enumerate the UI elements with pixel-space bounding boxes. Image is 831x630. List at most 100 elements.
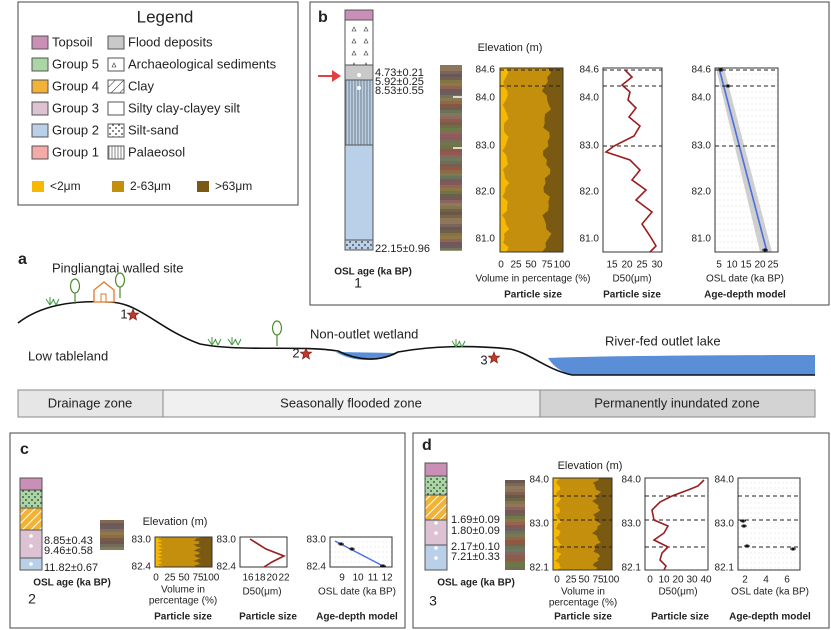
photo-texture: [505, 561, 525, 564]
x-tick-label: 10: [726, 260, 738, 271]
legend-item: Clay: [128, 78, 155, 93]
photo-texture: [505, 537, 525, 540]
photo-texture: [440, 206, 462, 209]
site-number: 3: [480, 352, 487, 367]
legend-swatch: [112, 181, 124, 192]
x-tick-label: 12: [381, 573, 393, 584]
zone-label: Drainage zone: [48, 395, 133, 410]
d50-curve: [249, 538, 286, 568]
age-point: [339, 542, 343, 546]
plot-title: Particle size: [154, 612, 212, 623]
photo-texture: [440, 212, 462, 215]
sample-dot: [434, 521, 438, 525]
panel-box: [9, 432, 406, 629]
photo-texture: [440, 233, 462, 236]
axis-label: percentage (%): [549, 598, 617, 609]
photo-texture: [440, 167, 462, 170]
photo-texture: [440, 164, 462, 167]
plot-title: Particle size: [239, 612, 297, 623]
age-point: [719, 68, 723, 72]
photo-texture: [505, 549, 525, 552]
landform: Non-outlet wetland: [310, 326, 418, 341]
photo-texture: [505, 480, 525, 483]
x-tick-label: 0: [498, 260, 504, 271]
photo-texture: [440, 170, 462, 173]
photo-texture: [505, 525, 525, 528]
age-point: [350, 547, 354, 551]
y-tick-label: 84.6: [476, 65, 496, 76]
photo-texture: [440, 101, 462, 104]
grass: [207, 337, 222, 346]
y-tick-label: 84.0: [580, 93, 600, 104]
photo-texture: [440, 209, 462, 212]
x-tick-label: 75: [192, 573, 204, 584]
legend-item: Group 1: [52, 144, 99, 159]
photo-texture: [440, 215, 462, 218]
plot-frame: [737, 477, 801, 571]
age-depth-line: [334, 540, 386, 568]
x-tick-label: 75: [592, 575, 604, 586]
y-tick-label: 84.0: [715, 475, 735, 486]
axis-label: D50(μm): [658, 587, 697, 598]
photo-texture: [505, 486, 525, 489]
sample-dot: [357, 73, 361, 77]
age-point: [763, 248, 767, 252]
osl-age: 11.82±0.67: [44, 562, 98, 574]
grain-medium: [500, 68, 552, 252]
tree-crown: [271, 320, 283, 336]
y-tick-label: 82.0: [580, 187, 600, 198]
y-tick-label: 83.0: [476, 141, 496, 152]
photo-texture: [440, 68, 462, 71]
x-tick-label: 16: [242, 573, 254, 584]
x-tick-label: 25: [636, 260, 648, 271]
photo-texture: [440, 236, 462, 239]
y-tick-label: 82.0: [476, 187, 496, 198]
legend-item: Group 4: [52, 78, 99, 93]
osl-age: 1.80±0.09: [451, 525, 500, 537]
photo-texture: [440, 230, 462, 233]
legend-swatch: [32, 181, 44, 192]
photo-texture: [440, 110, 462, 113]
photo-texture: [440, 143, 462, 146]
d50-curve: [604, 69, 658, 253]
legend-swatch: [31, 145, 49, 160]
y-tick-label: 82.1: [530, 563, 550, 574]
photo-texture: [440, 242, 462, 245]
zone: [17, 389, 164, 418]
photo-texture: [505, 492, 525, 495]
y-tick-label: 81.0: [580, 234, 600, 245]
y-tick-label: 82.4: [132, 562, 152, 573]
y-tick-label: 83.0: [307, 535, 327, 546]
photo-texture: [505, 498, 525, 501]
site-number: 1: [354, 275, 362, 291]
age-point: [726, 84, 730, 88]
landform: River-fed outlet lake: [605, 333, 721, 348]
photo-texture: [100, 532, 124, 535]
axis-label: OSL date (ka BP): [706, 274, 784, 285]
photo-texture: [100, 520, 124, 523]
x-tick-label: 20: [672, 575, 684, 586]
y-tick-label: 82.1: [622, 563, 642, 574]
legend-item: Group 3: [52, 100, 99, 115]
age-point: [741, 519, 745, 523]
axis-label: Volume in: [161, 585, 205, 596]
photo-texture: [440, 218, 462, 221]
photo-texture: [505, 558, 525, 561]
panel-label: a: [18, 251, 27, 268]
panel-box: [309, 1, 830, 306]
photo-texture: [440, 95, 462, 98]
osl-age: 1.69±0.09: [451, 514, 500, 526]
photo-texture: [440, 188, 462, 191]
x-tick-label: 9: [339, 573, 345, 584]
grain-fine: [500, 68, 510, 252]
legend-swatch: [197, 181, 209, 192]
panel-label: d: [422, 437, 432, 454]
y-tick-label: 84.0: [692, 93, 712, 104]
grain-fine: [155, 537, 164, 567]
photo-texture: [440, 125, 462, 128]
photo-texture: [100, 544, 124, 547]
x-tick-label: 25: [510, 260, 522, 271]
photo-texture: [505, 534, 525, 537]
photo-texture: [440, 113, 462, 116]
